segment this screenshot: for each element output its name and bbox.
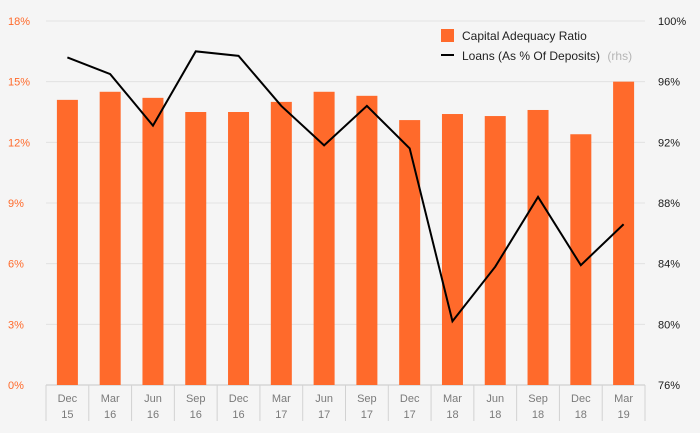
legend-label-loans-main: Loans (As % Of Deposits) xyxy=(462,49,600,63)
x-tick-label-year: 18 xyxy=(446,409,458,421)
x-tick-label-month: Mar xyxy=(272,393,291,405)
bar-layer xyxy=(56,81,635,386)
y-left-tick-label: 15% xyxy=(8,77,30,89)
x-tick-label-year: 18 xyxy=(575,409,587,421)
x-tick-label-month: Sep xyxy=(186,393,206,405)
bar-capital-adequacy-ratio xyxy=(313,91,335,386)
x-tick-label-month: Mar xyxy=(101,393,120,405)
bar-capital-adequacy-ratio xyxy=(56,99,78,385)
bar-capital-adequacy-ratio xyxy=(570,134,592,385)
x-tick-label-year: 16 xyxy=(232,409,244,421)
bar-capital-adequacy-ratio xyxy=(356,95,378,386)
x-tick-label-year: 16 xyxy=(190,409,202,421)
x-tick-label-month: Dec xyxy=(58,393,78,405)
x-tick-label-month: Mar xyxy=(614,393,633,405)
line-loans-to-deposits xyxy=(67,50,625,324)
x-tick-label-month: Sep xyxy=(357,393,377,405)
y-left-tick-label: 18% xyxy=(8,16,30,28)
legend: Capital Adequacy Ratio Loans (As % Of De… xyxy=(441,29,632,63)
x-tick-label-year: 17 xyxy=(275,409,287,421)
x-tick-label-year: 17 xyxy=(318,409,330,421)
y-right-tick-label: 84% xyxy=(658,259,680,271)
x-tick-label-year: 17 xyxy=(361,409,373,421)
y-left-tick-label: 9% xyxy=(8,198,24,210)
y-right-tick-label: 92% xyxy=(658,137,680,149)
y-left-tick-label: 6% xyxy=(8,259,24,271)
x-tick-label-month: Dec xyxy=(400,393,420,405)
y-left-tick-label: 12% xyxy=(8,137,30,149)
x-tick-label-month: Dec xyxy=(571,393,591,405)
axis-layer: 0% 3% 6% 9% 12% 15% 18% 76% 80% 84% 88% 92% 96% 100% D… xyxy=(8,16,686,421)
x-tick-label-year: 18 xyxy=(489,409,501,421)
y-right-tick-label: 100% xyxy=(658,16,686,28)
y-left-tick-label: 3% xyxy=(8,319,24,331)
bar-capital-adequacy-ratio xyxy=(527,109,549,385)
bar-capital-adequacy-ratio xyxy=(270,101,292,385)
legend-swatch-capital-adequacy-ratio xyxy=(441,29,454,42)
bar-capital-adequacy-ratio xyxy=(441,114,463,386)
x-tick-label-year: 16 xyxy=(104,409,116,421)
bar-capital-adequacy-ratio xyxy=(228,112,250,385)
x-tick-label-year: 15 xyxy=(61,409,73,421)
x-tick-label-month: Mar xyxy=(443,393,462,405)
y-right-tick-label: 96% xyxy=(658,77,680,89)
x-tick-label-year: 19 xyxy=(617,409,629,421)
x-tick-label-month: Jun xyxy=(144,393,162,405)
bar-capital-adequacy-ratio xyxy=(185,112,207,385)
legend-label-loans-to-deposits: Loans (As % Of Deposits) (rhs) xyxy=(462,49,632,63)
line-layer xyxy=(67,50,625,324)
y-right-tick-label: 76% xyxy=(658,380,680,392)
bar-capital-adequacy-ratio xyxy=(142,97,164,385)
bar-capital-adequacy-ratio xyxy=(613,81,635,386)
x-tick-label-year: 17 xyxy=(404,409,416,421)
bar-capital-adequacy-ratio xyxy=(99,91,121,386)
x-tick-label-year: 18 xyxy=(532,409,544,421)
bar-capital-adequacy-ratio xyxy=(484,116,506,386)
x-tick-label-month: Sep xyxy=(528,393,548,405)
y-left-tick-label: 0% xyxy=(8,380,24,392)
x-tick-label-month: Jun xyxy=(486,393,504,405)
y-right-tick-label: 80% xyxy=(658,319,680,331)
bar-capital-adequacy-ratio xyxy=(399,120,421,385)
y-right-tick-label: 88% xyxy=(658,198,680,210)
legend-label-capital-adequacy-ratio: Capital Adequacy Ratio xyxy=(462,29,587,43)
x-tick-label-month: Jun xyxy=(315,393,333,405)
legend-label-loans-suffix: (rhs) xyxy=(607,49,632,63)
x-tick-label-month: Dec xyxy=(229,393,249,405)
x-tick-label-year: 16 xyxy=(147,409,159,421)
